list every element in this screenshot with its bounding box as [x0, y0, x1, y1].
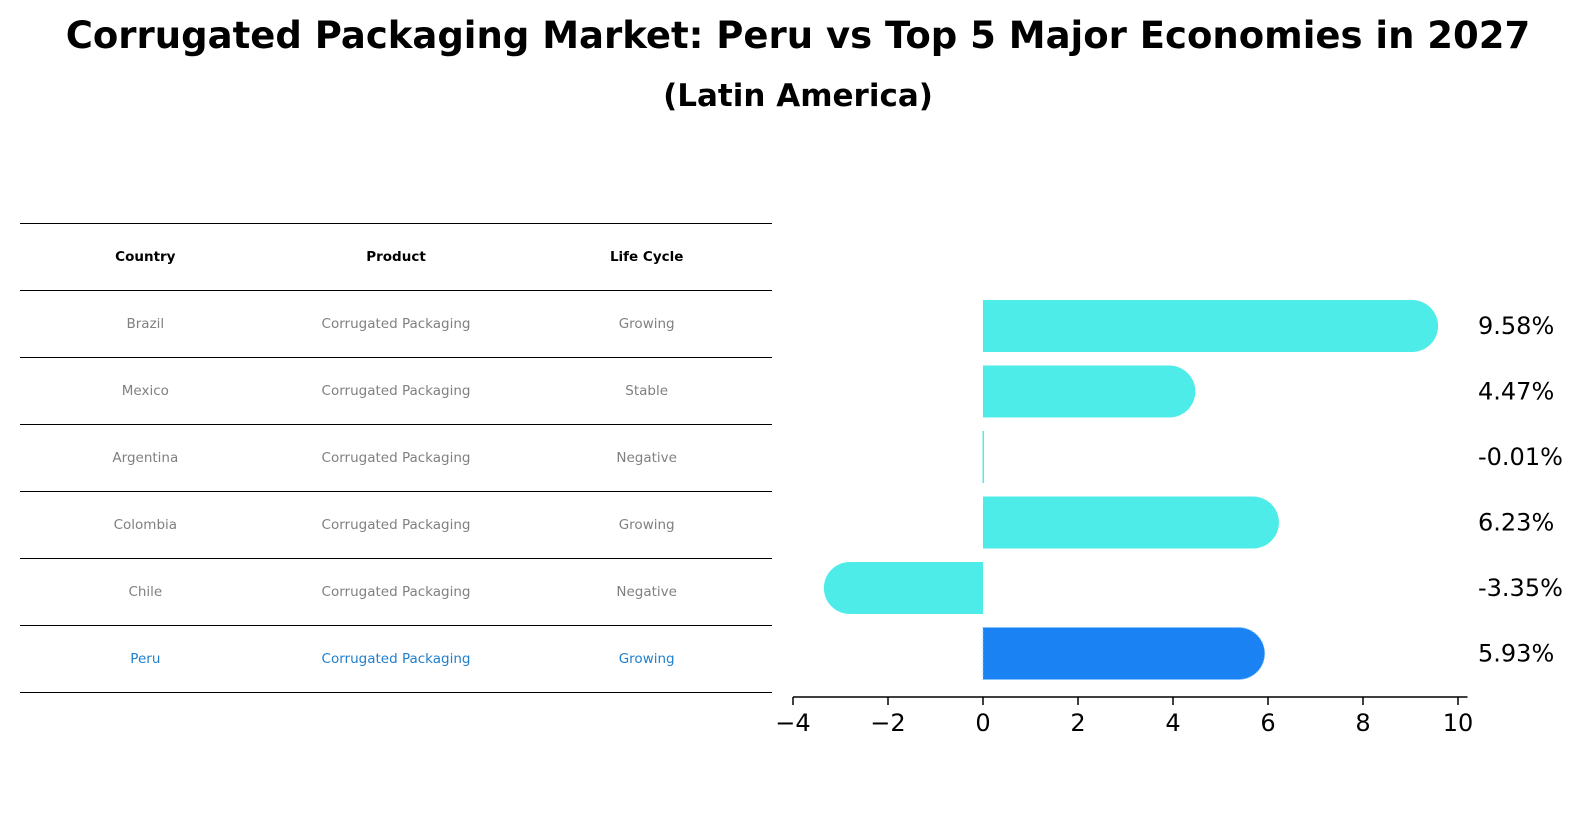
- cell-product: Corrugated Packaging: [321, 383, 471, 399]
- x-tick-label: 0: [975, 709, 990, 737]
- table-header-row: Country Product Life Cycle: [20, 223, 772, 291]
- bar-value-label: 9.58%: [1478, 312, 1554, 340]
- x-tick-label: 6: [1260, 709, 1275, 737]
- bar-value-label: -0.01%: [1478, 443, 1563, 471]
- bar: [982, 627, 1266, 680]
- bar: [823, 562, 983, 614]
- bar: [983, 365, 1196, 418]
- cell-product: Corrugated Packaging: [321, 584, 471, 600]
- header-product: Product: [366, 249, 426, 265]
- x-tick-label: −4: [775, 709, 810, 737]
- chart-title: Corrugated Packaging Market: Peru vs Top…: [65, 14, 1531, 57]
- cell-country: Argentina: [112, 450, 179, 466]
- cell-life-cycle: Growing: [618, 651, 675, 667]
- x-tick-label: 8: [1355, 709, 1370, 737]
- x-tick-label: −2: [870, 709, 905, 737]
- cell-product: Corrugated Packaging: [321, 316, 471, 332]
- table-row-highlight: Peru Corrugated Packaging Growing: [20, 626, 772, 693]
- cell-country: Chile: [128, 584, 163, 600]
- bar-value-label: 6.23%: [1478, 509, 1554, 537]
- cell-life-cycle: Growing: [618, 316, 675, 332]
- cell-product: Corrugated Packaging: [321, 651, 471, 667]
- chart-subtitle: (Latin America): [663, 78, 933, 114]
- cell-country: Colombia: [113, 517, 178, 533]
- header-country: Country: [115, 249, 176, 265]
- cell-life-cycle: Growing: [618, 517, 675, 533]
- cell-life-cycle: Stable: [625, 383, 669, 399]
- table-row: Brazil Corrugated Packaging Growing: [20, 291, 772, 358]
- bar-value-label: 4.47%: [1478, 378, 1554, 406]
- bar: [982, 431, 984, 483]
- cell-life-cycle: Negative: [616, 450, 677, 466]
- table-row: Colombia Corrugated Packaging Growing: [20, 492, 772, 559]
- cell-product: Corrugated Packaging: [321, 517, 471, 533]
- x-tick-label: 2: [1070, 709, 1085, 737]
- x-tick-label: 4: [1165, 709, 1180, 737]
- bar-value-label: 5.93%: [1478, 640, 1554, 668]
- cell-country: Brazil: [126, 316, 165, 332]
- cell-life-cycle: Negative: [616, 584, 677, 600]
- bar: [983, 300, 1439, 352]
- header-life-cycle: Life Cycle: [609, 249, 684, 265]
- bar-value-label: -3.35%: [1478, 574, 1563, 602]
- table-row: Argentina Corrugated Packaging Negative: [20, 425, 772, 492]
- cell-country: Peru: [130, 651, 161, 667]
- cell-country: Mexico: [121, 383, 169, 399]
- table-row: Mexico Corrugated Packaging Stable: [20, 358, 772, 425]
- table-row: Chile Corrugated Packaging Negative: [20, 559, 772, 626]
- cell-product: Corrugated Packaging: [321, 450, 471, 466]
- x-tick-label: 10: [1443, 709, 1474, 737]
- country-table: Country Product Life Cycle Brazil Corrug…: [20, 223, 772, 693]
- bar: [983, 496, 1279, 549]
